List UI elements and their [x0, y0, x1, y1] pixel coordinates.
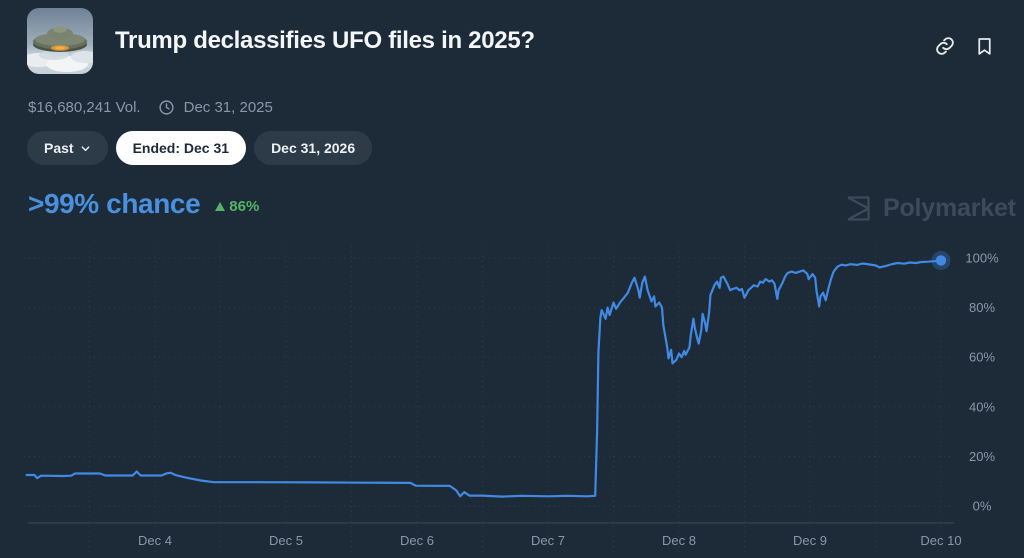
svg-text:20%: 20% — [969, 449, 995, 464]
copy-link-button[interactable] — [934, 35, 956, 57]
svg-text:Dec 10: Dec 10 — [920, 533, 961, 548]
link-icon — [936, 37, 954, 55]
next-date-pill[interactable]: Dec 31, 2026 — [254, 131, 373, 165]
svg-text:80%: 80% — [969, 300, 995, 315]
arrow-up-icon — [215, 202, 226, 211]
chevron-down-icon — [81, 146, 89, 152]
price-chart[interactable]: 0% 20% 40% 60% 80% 100% Dec 4 Dec 5 Dec 6 Dec 7 De… — [0, 232, 1024, 558]
market-thumbnail — [27, 8, 93, 74]
svg-text:Dec 6: Dec 6 — [400, 533, 434, 548]
ended-date-pill[interactable]: Ended: Dec 31 — [115, 131, 247, 165]
svg-text:0%: 0% — [973, 499, 992, 514]
svg-text:Dec 8: Dec 8 — [662, 533, 696, 548]
header-actions — [934, 35, 996, 57]
timeframe-filters: Past Ended: Dec 31 Dec 31, 2026 — [27, 131, 373, 165]
svg-text:100%: 100% — [965, 251, 999, 266]
chance-delta: 86% — [215, 198, 259, 215]
svg-text:Dec 7: Dec 7 — [531, 533, 565, 548]
polymarket-wordmark: Polymarket — [883, 193, 1016, 222]
volume-label: $16,680,241 Vol. — [28, 99, 141, 116]
chance-delta-value: 86% — [229, 198, 260, 215]
svg-text:Dec 5: Dec 5 — [269, 533, 303, 548]
market-header: Trump declassifies UFO files in 2025? — [27, 8, 996, 74]
past-filter-label: Past — [44, 140, 74, 156]
bookmark-button[interactable] — [974, 35, 996, 57]
market-title: Trump declassifies UFO files in 2025? — [115, 27, 535, 54]
polymarket-watermark: Polymarket — [843, 193, 1016, 223]
chance-row: >99% chance 86% — [28, 188, 259, 220]
bookmark-icon — [978, 38, 991, 55]
svg-text:Dec 4: Dec 4 — [138, 533, 172, 548]
clock-icon — [158, 99, 175, 116]
svg-text:Dec 9: Dec 9 — [793, 533, 827, 548]
end-date-label: Dec 31, 2025 — [183, 99, 273, 116]
market-meta: $16,680,241 Vol. Dec 31, 2025 — [28, 99, 273, 116]
past-filter-button[interactable]: Past — [27, 131, 108, 165]
polymarket-logo-icon — [847, 196, 870, 221]
chance-label: >99% chance — [28, 188, 201, 219]
ufo-image — [27, 8, 93, 74]
svg-text:60%: 60% — [969, 350, 995, 365]
svg-text:40%: 40% — [969, 399, 995, 414]
